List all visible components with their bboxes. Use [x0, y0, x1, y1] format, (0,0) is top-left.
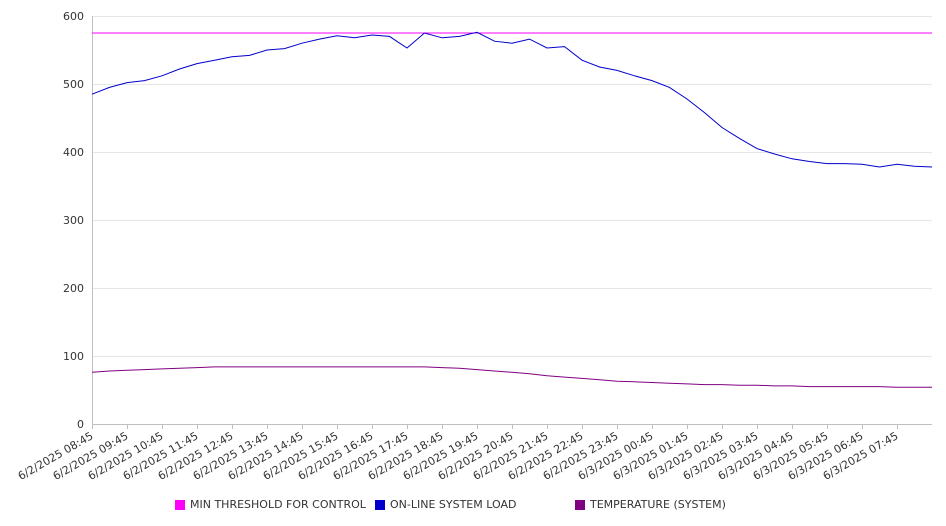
legend-swatch-temperature [575, 499, 585, 510]
chart-legend: MIN THRESHOLD FOR CONTROL ON-LINE SYSTEM… [0, 498, 946, 514]
legend-swatch-system-load [375, 499, 385, 510]
y-tick-label: 400 [63, 146, 84, 159]
legend-item-temperature[interactable]: TEMPERATURE (SYSTEM) [575, 498, 726, 511]
axes [92, 16, 932, 429]
x-tick-labels: 6/2/2025 08:456/2/2025 09:456/2/2025 10:… [16, 429, 901, 483]
y-tick-label: 600 [63, 10, 84, 23]
series-line-1 [91, 31, 933, 168]
y-tick-label: 500 [63, 78, 84, 91]
legend-label-min-threshold: MIN THRESHOLD FOR CONTROL [190, 498, 366, 511]
legend-label-system-load: ON-LINE SYSTEM LOAD [390, 498, 517, 511]
series-lines [91, 31, 933, 388]
y-tick-label: 200 [63, 282, 84, 295]
gridlines [92, 16, 932, 357]
y-tick-label: 100 [63, 350, 84, 363]
y-tick-labels: 0 100 200 300 400 500 600 [63, 10, 84, 431]
y-tick-label: 0 [77, 418, 84, 431]
legend-label-temperature: TEMPERATURE (SYSTEM) [590, 498, 726, 511]
legend-swatch-min-threshold [175, 499, 185, 510]
legend-item-system-load[interactable]: ON-LINE SYSTEM LOAD [375, 498, 516, 511]
series-line-2 [91, 366, 932, 388]
legend-item-min-threshold[interactable]: MIN THRESHOLD FOR CONTROL [175, 498, 366, 511]
y-tick-label: 300 [63, 214, 84, 227]
